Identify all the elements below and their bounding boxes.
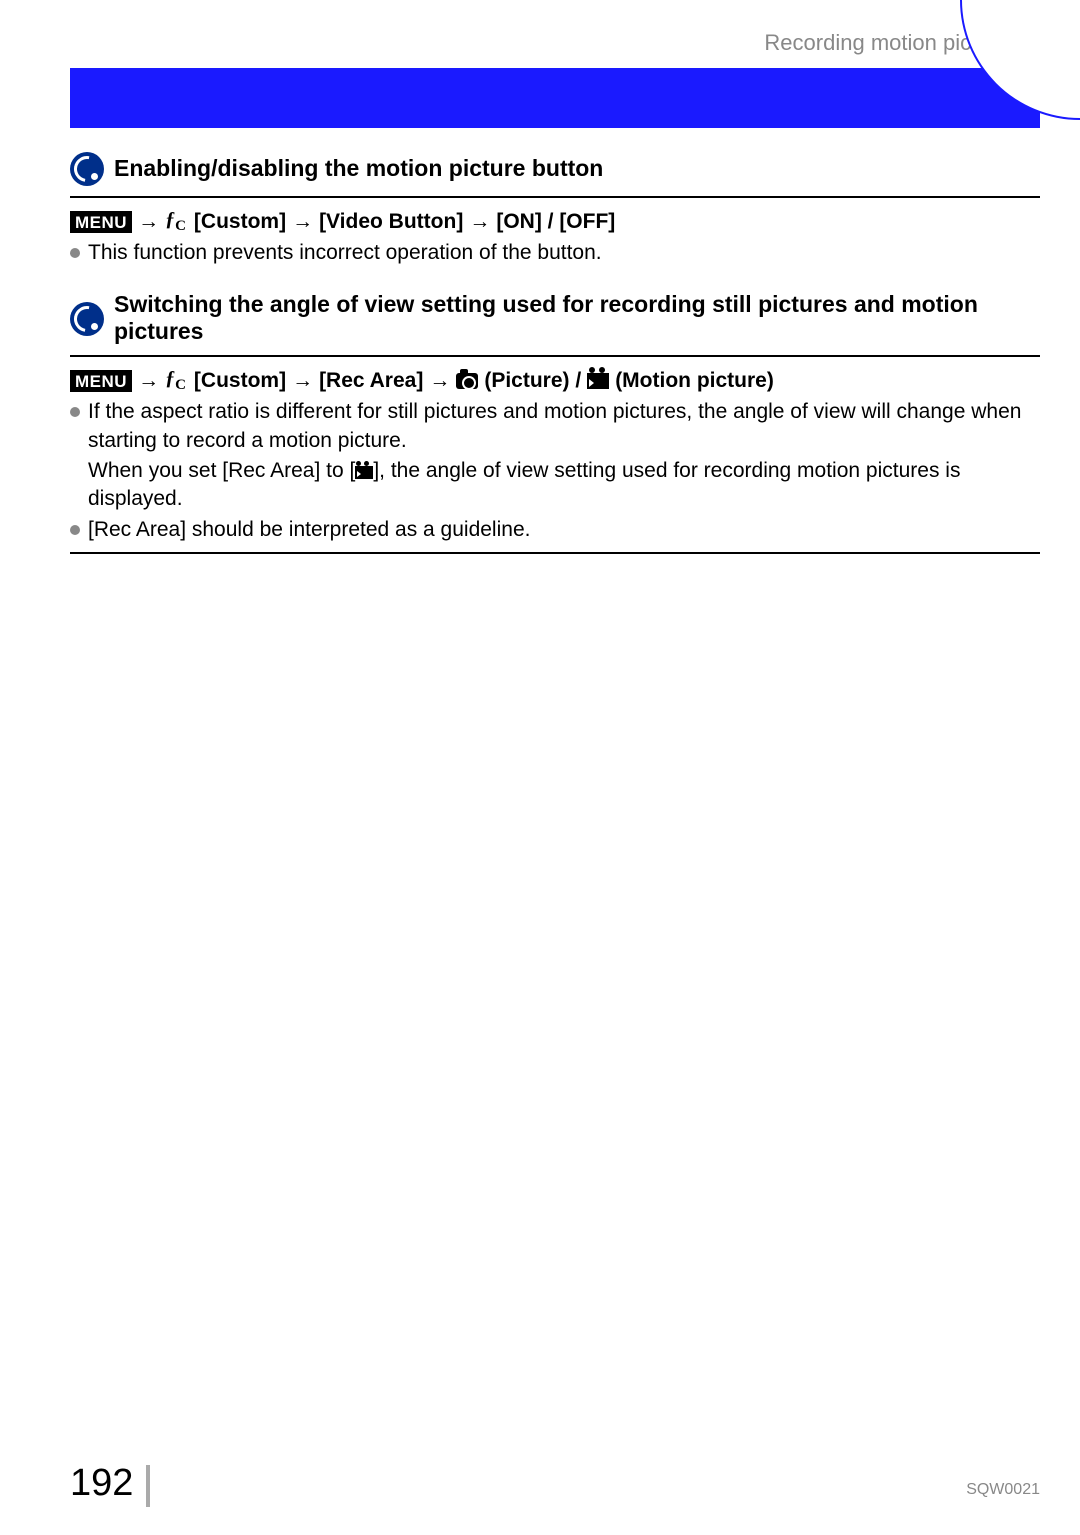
document-code: SQW0021: [966, 1481, 1040, 1499]
menu-path: MENU → ƒC [Custom] → [Rec Area] → (Pictu…: [70, 367, 1040, 394]
picture-label: (Picture) /: [484, 369, 581, 393]
menu-badge: MENU: [70, 211, 132, 233]
path-options: [ON] / [OFF]: [496, 210, 615, 234]
path-item: [Video Button]: [319, 210, 463, 234]
arrow-icon: →: [469, 210, 490, 234]
section-title: Switching the angle of view setting used…: [114, 291, 1040, 345]
bullet-list: If the aspect ratio is different for sti…: [70, 398, 1040, 455]
section-heading-row: Switching the angle of view setting used…: [70, 291, 1040, 357]
sub-text-a: When you set [Rec Area] to [: [88, 459, 355, 482]
section-heading-row: Enabling/disabling the motion picture bu…: [70, 150, 1040, 198]
motion-picture-icon: [355, 466, 373, 479]
arrow-icon: →: [429, 369, 450, 393]
custom-mode-icon: [70, 302, 104, 336]
arrow-icon: →: [138, 210, 159, 234]
path-custom: [Custom]: [194, 369, 286, 393]
page-number: 192: [70, 1462, 133, 1505]
manual-page: Recording motion pictures Enabling/disab…: [0, 0, 1080, 1535]
content-block: Enabling/disabling the motion picture bu…: [70, 150, 1040, 554]
arrow-icon: →: [138, 369, 159, 393]
bullet-item: [Rec Area] should be interpreted as a gu…: [70, 516, 1040, 544]
menu-badge: MENU: [70, 370, 132, 392]
arrow-icon: →: [292, 210, 313, 234]
sub-text: When you set [Rec Area] to [], the angle…: [70, 457, 1040, 514]
camera-icon: [456, 373, 478, 389]
custom-wrench-icon: ƒC: [165, 367, 188, 394]
breadcrumb: Recording motion pictures: [70, 30, 1040, 56]
menu-path: MENU → ƒC [Custom] → [Video Button] → [O…: [70, 208, 1040, 235]
title-band: [70, 70, 1040, 128]
page-number-divider: [146, 1465, 150, 1507]
bullet-item: If the aspect ratio is different for sti…: [70, 398, 1040, 455]
section-title: Enabling/disabling the motion picture bu…: [114, 155, 603, 182]
arrow-icon: →: [292, 369, 313, 393]
bullet-item: This function prevents incorrect operati…: [70, 239, 1040, 267]
path-custom: [Custom]: [194, 210, 286, 234]
custom-mode-icon: [70, 152, 104, 186]
motion-picture-icon: [587, 373, 609, 389]
motion-label: (Motion picture): [615, 369, 774, 393]
bullet-list: This function prevents incorrect operati…: [70, 239, 1040, 267]
custom-wrench-icon: ƒC: [165, 208, 188, 235]
path-item: [Rec Area]: [319, 369, 423, 393]
bullet-list: [Rec Area] should be interpreted as a gu…: [70, 516, 1040, 544]
